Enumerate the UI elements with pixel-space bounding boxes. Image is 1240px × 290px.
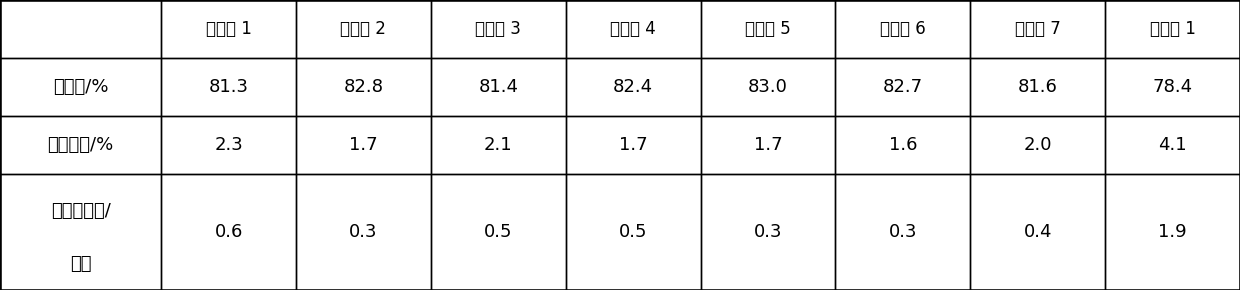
Text: 1.9: 1.9 <box>1158 223 1187 241</box>
Text: 81.4: 81.4 <box>479 78 518 96</box>
Text: 实施例 1: 实施例 1 <box>206 20 252 38</box>
Text: 1.7: 1.7 <box>350 136 378 154</box>
Text: 81.6: 81.6 <box>1018 78 1058 96</box>
Text: 0.3: 0.3 <box>350 223 378 241</box>
Text: 0.3: 0.3 <box>889 223 918 241</box>
Text: 实施例 5: 实施例 5 <box>745 20 791 38</box>
Text: 82.7: 82.7 <box>883 78 923 96</box>
Text: 1.7: 1.7 <box>619 136 647 154</box>
Text: 1.6: 1.6 <box>889 136 918 154</box>
Text: 0.4: 0.4 <box>1023 223 1052 241</box>
Text: 实施例 7: 实施例 7 <box>1014 20 1060 38</box>
Text: 实施例 2: 实施例 2 <box>341 20 387 38</box>
Text: 1.7: 1.7 <box>754 136 782 154</box>
Text: 78.4: 78.4 <box>1152 78 1193 96</box>
Text: 82.8: 82.8 <box>343 78 383 96</box>
Text: 0.5: 0.5 <box>484 223 512 241</box>
Text: 2.0: 2.0 <box>1023 136 1052 154</box>
Text: 0.5: 0.5 <box>619 223 647 241</box>
Text: 2.1: 2.1 <box>484 136 512 154</box>
Text: 单位: 单位 <box>69 255 92 273</box>
Text: 82.4: 82.4 <box>613 78 653 96</box>
Text: 脱硫率/%: 脱硫率/% <box>53 78 108 96</box>
Text: 83.0: 83.0 <box>748 78 787 96</box>
Text: 0.3: 0.3 <box>754 223 782 241</box>
Text: 4.1: 4.1 <box>1158 136 1187 154</box>
Text: 对比例 1: 对比例 1 <box>1149 20 1195 38</box>
Text: 辛烷値损失/: 辛烷値损失/ <box>51 202 110 220</box>
Text: 0.6: 0.6 <box>215 223 243 241</box>
Text: 烯烃降量/%: 烯烃降量/% <box>47 136 114 154</box>
Text: 实施例 3: 实施例 3 <box>475 20 521 38</box>
Text: 实施例 6: 实施例 6 <box>880 20 926 38</box>
Text: 2.3: 2.3 <box>215 136 243 154</box>
Text: 81.3: 81.3 <box>208 78 248 96</box>
Text: 实施例 4: 实施例 4 <box>610 20 656 38</box>
